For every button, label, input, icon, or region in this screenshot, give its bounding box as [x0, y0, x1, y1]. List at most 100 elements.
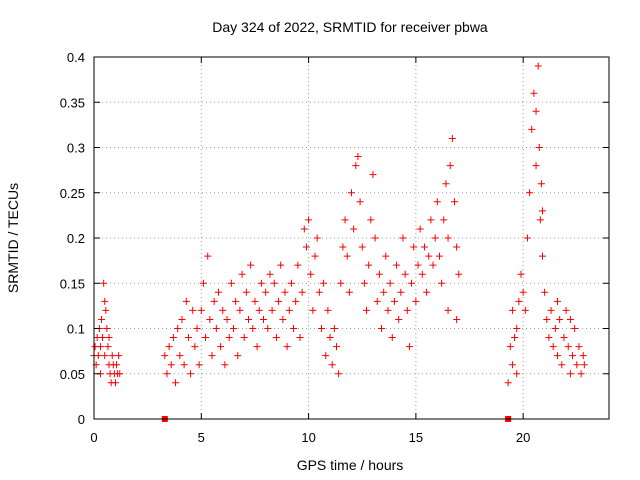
data-point — [305, 216, 313, 224]
data-point — [341, 216, 349, 224]
data-point — [384, 306, 392, 314]
data-point — [556, 315, 564, 323]
data-point — [108, 352, 116, 360]
data-point — [410, 243, 418, 251]
x-axis: 0 5 10 15 20 — [90, 57, 530, 445]
data-point — [401, 270, 409, 278]
data-point — [575, 343, 583, 351]
data-point — [172, 379, 180, 387]
data-point — [532, 162, 540, 170]
data-point — [255, 306, 263, 314]
data-point — [508, 306, 516, 314]
data-point — [380, 288, 388, 296]
data-point — [214, 288, 222, 296]
data-point — [560, 334, 568, 342]
data-point — [270, 279, 278, 287]
data-point — [292, 297, 300, 305]
data-point — [534, 62, 542, 70]
y-tick-label: 0.1 — [67, 322, 85, 337]
data-point — [577, 370, 585, 378]
data-point — [223, 315, 231, 323]
data-point — [440, 216, 448, 224]
data-point — [519, 288, 527, 296]
data-point — [382, 252, 390, 260]
y-tick-label: 0.05 — [60, 367, 85, 382]
data-point — [113, 361, 121, 369]
x-tick-label: 10 — [301, 430, 315, 445]
data-point — [208, 352, 216, 360]
data-point — [279, 315, 287, 323]
data-point — [405, 343, 413, 351]
data-point — [104, 343, 112, 351]
data-point — [429, 261, 437, 269]
data-point — [240, 334, 248, 342]
data-point — [337, 279, 345, 287]
data-point — [408, 279, 416, 287]
data-point — [363, 306, 371, 314]
data-point — [253, 343, 261, 351]
data-point — [300, 225, 308, 233]
data-point — [431, 234, 439, 242]
data-point — [515, 297, 523, 305]
y-axis: 0 0.05 0.1 0.15 0.2 0.25 0.3 0.35 0.4 — [60, 50, 609, 427]
data-point — [562, 306, 570, 314]
data-point — [260, 315, 268, 323]
y-tick-label: 0.3 — [67, 141, 85, 156]
x-tick-label: 15 — [409, 430, 423, 445]
data-point — [369, 171, 377, 179]
data-point — [210, 297, 218, 305]
data-point — [193, 325, 201, 332]
data-point — [453, 315, 461, 323]
data-point — [335, 370, 343, 378]
data-point — [195, 361, 203, 369]
data-point — [354, 153, 362, 161]
data-point — [511, 334, 519, 342]
y-tick-label: 0.4 — [67, 50, 85, 65]
data-point — [234, 352, 242, 360]
data-point — [266, 270, 274, 278]
data-point — [365, 261, 373, 269]
data-point — [530, 89, 538, 97]
data-point — [298, 288, 306, 296]
data-point — [528, 125, 536, 133]
data-point — [229, 325, 237, 332]
data-point — [444, 234, 452, 242]
data-point — [373, 297, 381, 305]
data-point — [182, 297, 190, 305]
data-point — [549, 343, 557, 351]
data-point — [296, 334, 304, 342]
data-point — [433, 198, 441, 206]
data-point — [294, 261, 302, 269]
data-point — [96, 343, 104, 351]
data-point — [541, 288, 549, 296]
data-point — [397, 288, 405, 296]
data-point — [174, 325, 182, 332]
data-point — [322, 352, 330, 360]
data-point — [517, 270, 525, 278]
data-point — [189, 306, 197, 314]
data-point — [245, 315, 252, 323]
data-point — [264, 325, 272, 332]
data-point — [94, 352, 102, 360]
y-tick-label: 0 — [78, 412, 85, 427]
data-point — [420, 243, 428, 251]
data-point — [161, 352, 169, 360]
data-point — [102, 306, 110, 314]
data-point — [423, 288, 431, 296]
data-point — [343, 252, 351, 260]
data-point — [320, 279, 328, 287]
data-point — [116, 370, 124, 378]
data-point — [551, 325, 559, 332]
data-point — [390, 297, 398, 305]
data-point — [526, 189, 534, 197]
data-point — [272, 334, 280, 342]
data-point — [425, 252, 433, 260]
data-point — [435, 252, 443, 260]
data-point — [317, 325, 325, 332]
data-point — [197, 306, 205, 314]
data-point — [412, 297, 420, 305]
data-point — [101, 352, 109, 360]
data-point — [513, 370, 521, 378]
data-point — [375, 270, 383, 278]
